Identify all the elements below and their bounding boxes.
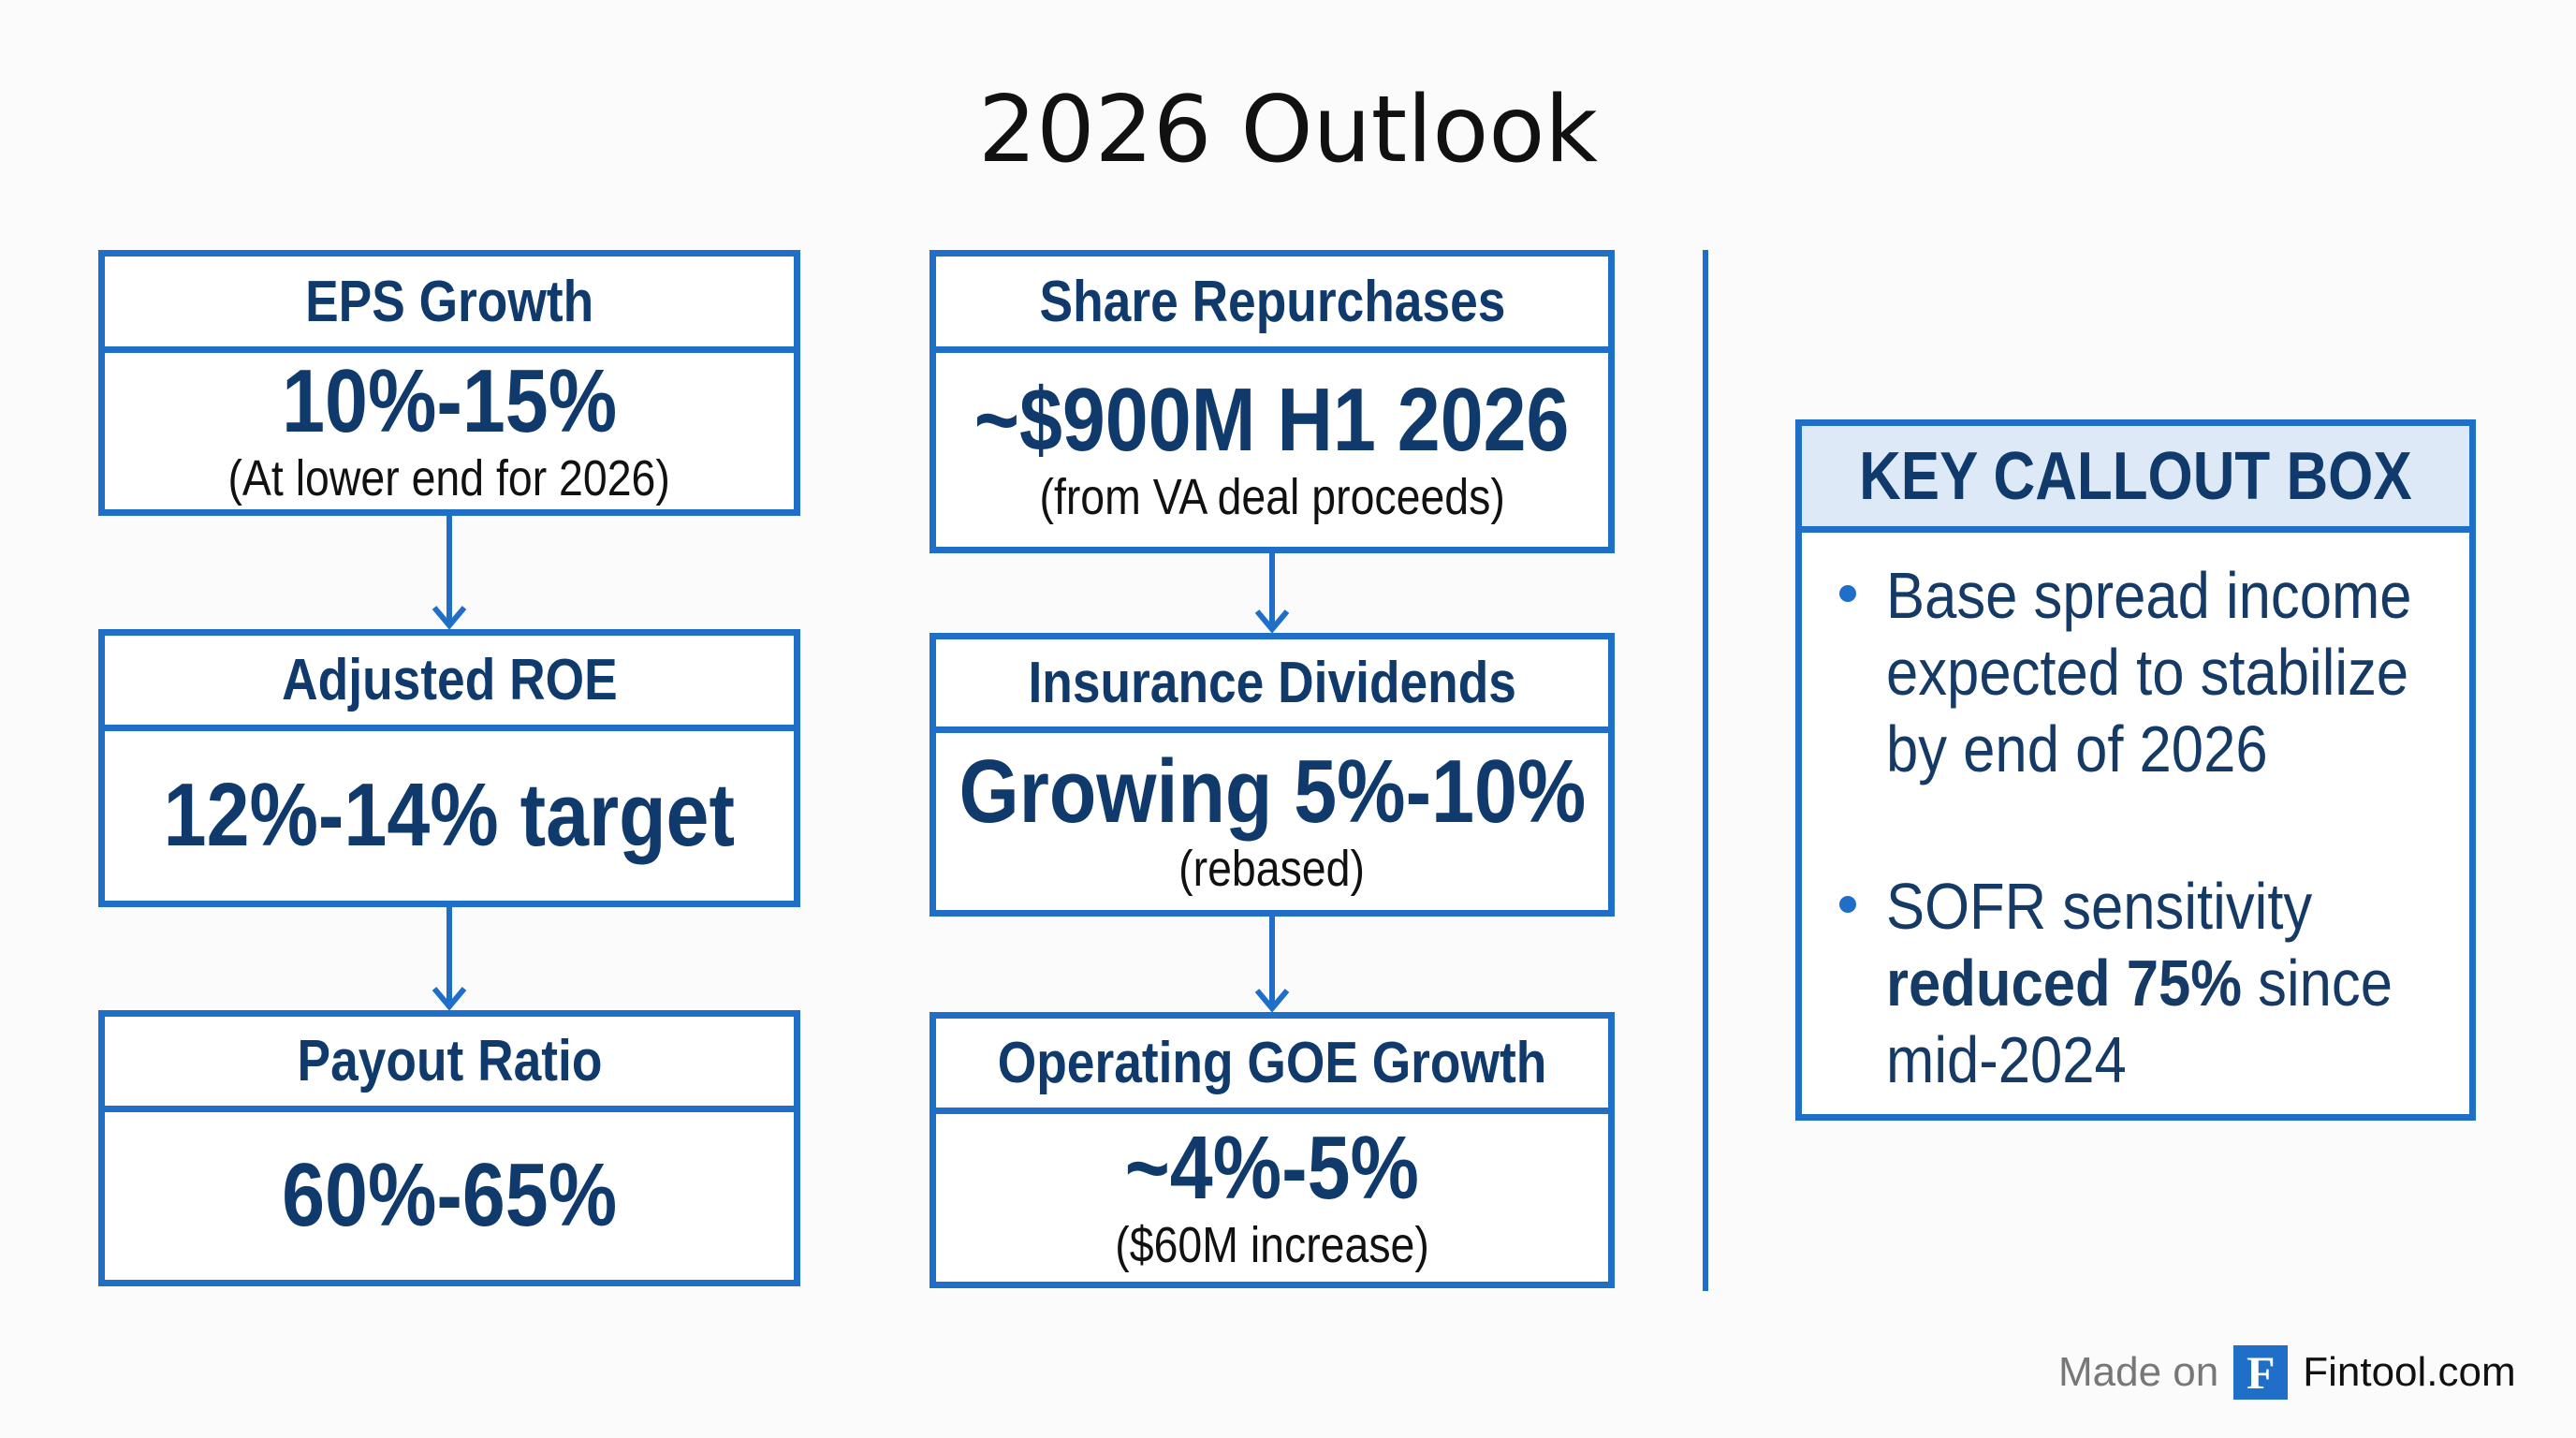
box-label: Operating GOE Growth — [997, 1031, 1547, 1095]
box-label: Share Repurchases — [1039, 269, 1505, 334]
bullet-text-pre: SOFR sensitivity — [1886, 870, 2313, 943]
box-value: ~4%-5% — [1124, 1118, 1420, 1219]
callout-title: KEY CALLOUT BOX — [1859, 438, 2412, 514]
box-label: EPS Growth — [304, 269, 594, 334]
box-label: Payout Ratio — [297, 1029, 602, 1093]
box-value: ~$900M H1 2026 — [974, 370, 1570, 471]
adjusted-roe-box: Adjusted ROE 12%-14% target — [98, 629, 800, 907]
bullet-icon — [1839, 896, 1856, 913]
arrow-down-icon — [1254, 553, 1290, 633]
box-value: 10%-15% — [282, 351, 617, 452]
operating-goe-growth-box: Operating GOE Growth ~4%-5% ($60M increas… — [929, 1012, 1615, 1288]
fintool-logo-icon: F — [2233, 1345, 2289, 1400]
box-value: 12%-14% target — [163, 765, 736, 866]
box-value: Growing 5%-10% — [959, 741, 1586, 843]
share-repurchases-box: Share Repurchases ~$900M H1 2026 (from VA… — [929, 250, 1615, 553]
box-note: (rebased) — [1178, 840, 1366, 897]
box-note: ($60M increase) — [1115, 1216, 1429, 1273]
arrow-down-icon — [432, 516, 467, 629]
eps-growth-box: EPS Growth 10%-15% (At lower end for 2026… — [98, 250, 800, 516]
box-note: (At lower end for 2026) — [227, 449, 671, 506]
footer-attribution: Made on F Fintool.com — [2058, 1345, 2516, 1400]
bullet-text: SOFR sensitivity reduced 75% since mid-2… — [1886, 868, 2413, 1098]
bullet-text-bold: reduced 75% — [1886, 946, 2243, 1020]
key-callout-box: KEY CALLOUT BOX Base spread income expec… — [1795, 419, 2476, 1121]
box-label: Insurance Dividends — [1028, 651, 1516, 715]
made-on-label: Made on — [2058, 1349, 2219, 1395]
page-title: 2026 Outlook — [977, 77, 1599, 183]
box-note: (from VA deal proceeds) — [1039, 468, 1505, 525]
arrow-down-icon — [1254, 917, 1290, 1012]
box-value: 60%-65% — [282, 1145, 617, 1246]
box-label: Adjusted ROE — [281, 648, 618, 712]
bullet-text-post: since mid-2024 — [1886, 946, 2393, 1096]
column-divider — [1703, 250, 1708, 1291]
bullet-icon — [1839, 585, 1856, 602]
bullet-text: Base spread income expected to stabilize… — [1886, 559, 2412, 785]
fintool-link[interactable]: Fintool.com — [2303, 1349, 2516, 1395]
payout-ratio-box: Payout Ratio 60%-65% — [98, 1010, 800, 1286]
arrow-down-icon — [432, 907, 467, 1010]
insurance-dividends-box: Insurance Dividends Growing 5%-10% (rebas… — [929, 633, 1615, 917]
